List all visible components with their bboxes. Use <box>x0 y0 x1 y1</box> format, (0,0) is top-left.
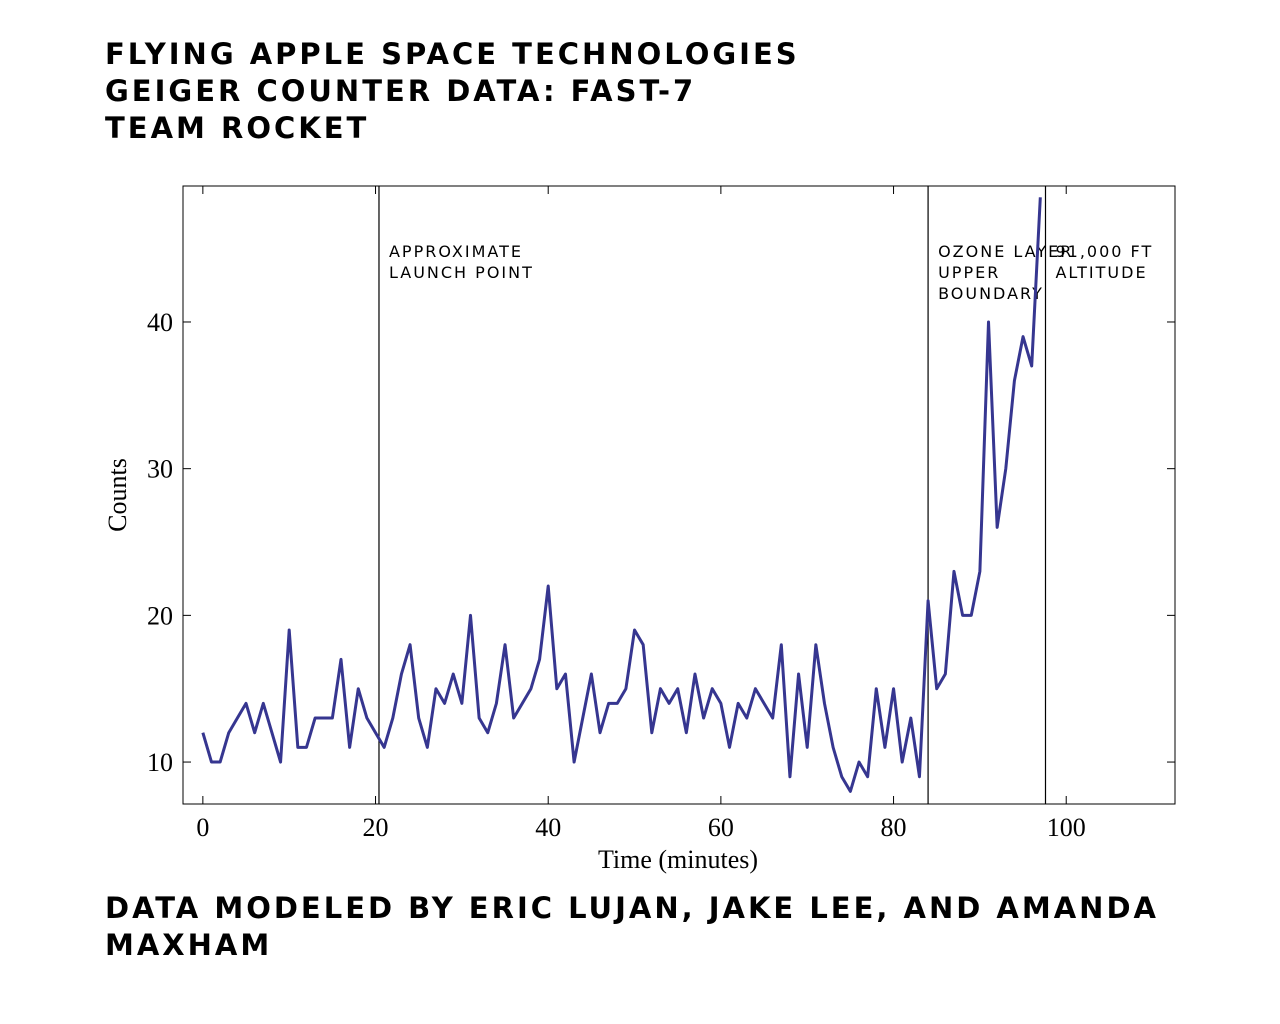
title-block: FLYING APPLE SPACE TECHNOLOGIES GEIGER CO… <box>105 36 800 147</box>
annotation-label: APPROXIMATE <box>389 242 523 261</box>
plot-frame <box>182 185 1176 805</box>
x-tick-label: 40 <box>535 813 561 842</box>
annotation-label: OZONE LAYER <box>938 242 1073 261</box>
y-tick-label: 10 <box>147 748 173 777</box>
y-tick-label: 40 <box>147 308 173 337</box>
data-line <box>201 197 1042 793</box>
annotation-label: ALTITUDE <box>1055 263 1147 282</box>
x-tick-label: 20 <box>363 813 389 842</box>
annotation-label: 91,000 FT <box>1055 242 1153 261</box>
x-tick-label: 100 <box>1047 813 1086 842</box>
y-axis-label: Counts <box>103 458 132 532</box>
title-line: TEAM ROCKET <box>105 111 370 145</box>
title-line: FLYING APPLE SPACE TECHNOLOGIES <box>105 37 800 71</box>
footer: DATA MODELED BY ERIC LUJAN, JAKE LEE, AN… <box>105 891 1159 962</box>
x-axis-label: Time (minutes) <box>598 845 758 874</box>
x-tick-label: 60 <box>708 813 734 842</box>
y-tick-label: 30 <box>147 455 173 484</box>
x-tick-label: 0 <box>196 813 209 842</box>
annotation-label: UPPER <box>938 263 1000 282</box>
y-tick-label: 20 <box>147 601 173 630</box>
annotation-label: BOUNDARY <box>938 284 1044 303</box>
x-tick-label: 80 <box>881 813 907 842</box>
title-line: GEIGER COUNTER DATA: FAST-7 <box>105 74 697 108</box>
annotation-label: LAUNCH POINT <box>389 263 534 282</box>
